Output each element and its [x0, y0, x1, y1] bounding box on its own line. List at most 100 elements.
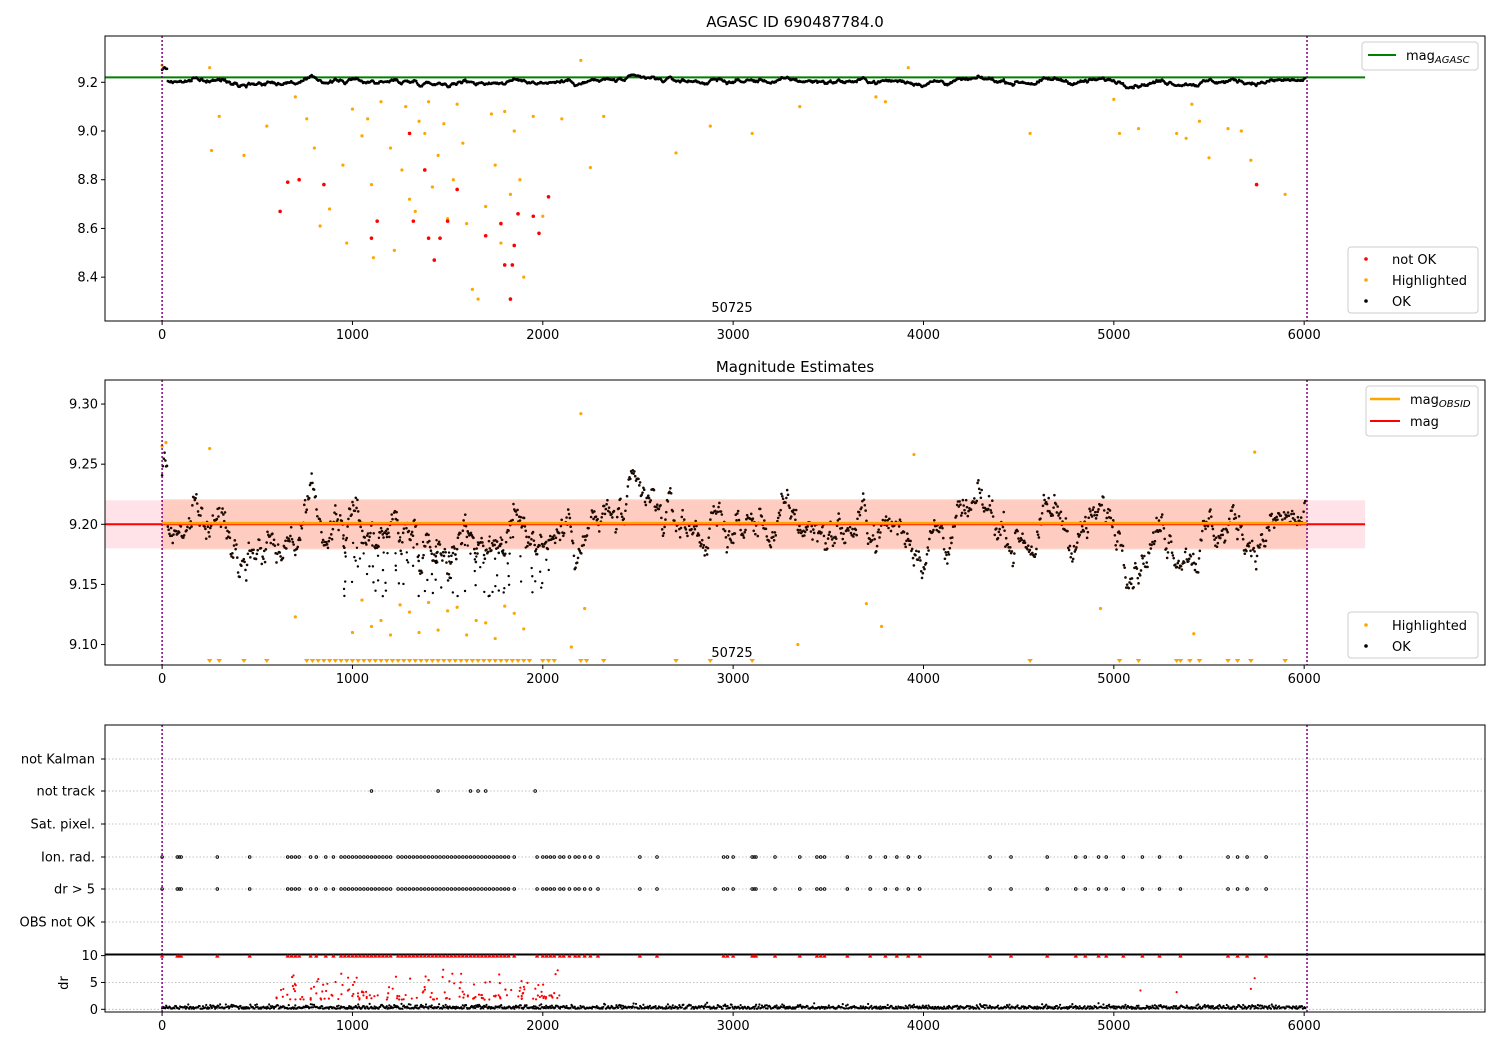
ok-point — [932, 528, 935, 532]
ok-point — [1234, 516, 1238, 520]
flag-point — [179, 887, 183, 891]
flag-point — [731, 887, 735, 891]
highlighted-below-marker — [1135, 659, 1142, 663]
ok-point — [218, 506, 221, 510]
ok-point — [539, 535, 543, 539]
dr-elevated-point — [537, 983, 540, 987]
not-ok-point — [407, 131, 412, 136]
dr-ok-point — [1171, 1007, 1174, 1010]
highlighted-point — [430, 185, 434, 189]
ok-point — [365, 543, 368, 546]
dr-ok-point — [996, 1004, 1000, 1007]
ok-point — [652, 488, 656, 492]
highlighted-below-marker — [216, 659, 223, 663]
ok-point — [1184, 547, 1188, 551]
ok-point — [497, 551, 501, 555]
flag-point — [384, 887, 389, 891]
dr-elevated-point — [396, 997, 399, 1000]
ok-point — [259, 546, 263, 550]
highlighted-point — [446, 609, 450, 613]
ok-point — [354, 559, 357, 562]
legend-label-ok: OK — [1392, 295, 1411, 310]
ok-point — [223, 511, 227, 514]
dr-ok-point — [616, 1006, 620, 1010]
dr-elevated-point — [448, 980, 451, 983]
ok-point — [589, 515, 593, 519]
dr-ok-point — [886, 1003, 889, 1007]
highlighted-below-marker — [366, 659, 373, 663]
ok-point — [1054, 502, 1058, 506]
ok-point — [515, 513, 519, 517]
ok-point — [1017, 537, 1020, 540]
ok-point — [541, 581, 544, 585]
ok-point — [1236, 528, 1240, 532]
ok-point — [594, 515, 598, 518]
ok-point — [973, 497, 976, 500]
ok-point — [363, 536, 367, 539]
ok-point — [919, 559, 922, 562]
dr-elevated-point — [520, 997, 523, 1000]
highlighted-below-marker — [498, 659, 504, 663]
ok-point — [290, 537, 294, 541]
ok-point — [354, 496, 358, 500]
ok-point — [1064, 517, 1068, 520]
ok-point — [518, 519, 522, 522]
dr-elevated-point — [410, 997, 413, 1000]
ok-point — [902, 530, 906, 534]
ok-point — [222, 519, 226, 523]
highlighted-below-marker — [578, 659, 584, 663]
ok-point — [1253, 550, 1256, 553]
ok-point — [852, 532, 856, 536]
ok-point — [570, 539, 574, 543]
highlighted-point — [1283, 192, 1287, 196]
flag-point — [442, 887, 446, 891]
dr-elevated-point — [553, 992, 556, 995]
ok-point — [446, 579, 450, 582]
ok-point — [1227, 517, 1231, 521]
ok-point — [1183, 561, 1186, 564]
ok-point — [318, 517, 322, 521]
dr-elevated-point — [365, 995, 368, 998]
ok-point — [310, 472, 313, 475]
ok-point — [661, 534, 665, 537]
ok-point — [592, 517, 595, 521]
ok-point — [366, 532, 370, 535]
ok-point — [584, 538, 587, 542]
highlighted-below-marker — [389, 659, 396, 663]
highlighted-point — [209, 148, 214, 153]
ok-point — [386, 551, 389, 555]
ok-point — [944, 551, 948, 554]
ok-point — [786, 493, 790, 497]
ok-point — [1303, 76, 1307, 80]
ok-point — [1167, 541, 1171, 545]
ok-point — [402, 527, 406, 530]
legend-label-highlighted: Highlighted — [1392, 274, 1467, 289]
flag-point — [725, 855, 730, 859]
dr-elevated-point — [312, 985, 316, 988]
flag-point — [535, 855, 539, 859]
highlighted-point — [217, 114, 221, 118]
ok-point — [251, 551, 255, 555]
dr-elevated-point — [445, 996, 448, 1000]
ok-point — [572, 554, 576, 558]
ok-point — [351, 541, 355, 545]
dr-ok-point — [319, 1007, 322, 1010]
ok-point — [1055, 511, 1059, 514]
dr-elevated-point — [309, 997, 312, 1000]
highlighted-point — [305, 117, 309, 121]
dr-ok-point — [1137, 1004, 1140, 1007]
ok-point — [352, 504, 355, 507]
ok-point — [1243, 552, 1247, 555]
legend-swatch-ok — [1364, 644, 1368, 648]
highlighted-point — [404, 105, 408, 109]
ok-point — [480, 536, 483, 540]
ok-point — [833, 541, 836, 545]
highlighted-below-marker — [1248, 659, 1254, 663]
highlighted-below-marker — [378, 659, 384, 663]
ok-point — [171, 541, 175, 545]
ok-point — [384, 581, 387, 585]
ok-point — [553, 534, 556, 537]
ok-point — [405, 526, 408, 530]
ok-point — [289, 525, 293, 529]
